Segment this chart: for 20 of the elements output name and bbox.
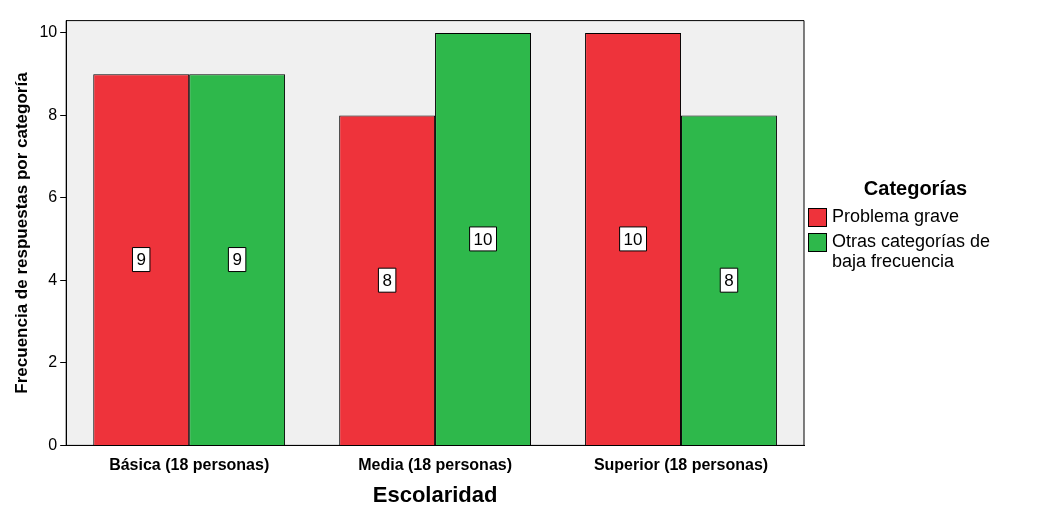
y-tick-label: 6 xyxy=(48,188,58,206)
x-tick-label: Media (18 personas) xyxy=(358,456,513,474)
y-tick-label: 8 xyxy=(48,105,58,123)
data-label: 10 xyxy=(473,229,493,249)
data-label: 10 xyxy=(623,229,643,249)
x-axis-title: Escolaridad xyxy=(372,481,498,507)
data-label: 8 xyxy=(382,270,392,290)
y-tick-label: 2 xyxy=(48,353,58,371)
y-axis-title: Frecuencia de respuestas por categoría xyxy=(11,71,31,394)
text: Problema grave xyxy=(832,205,960,226)
x-tick-label: Superior (18 personas) xyxy=(593,456,769,474)
legend-label: Otras categorías de baja frecuencia xyxy=(832,230,992,271)
data-label: 9 xyxy=(136,250,146,270)
y-tick-label: 0 xyxy=(48,435,58,453)
y-tick-label: 10 xyxy=(39,23,58,41)
x-tick-label: Básica (18 personas) xyxy=(109,456,270,474)
data-label: 9 xyxy=(232,250,242,270)
data-label: 8 xyxy=(724,270,734,290)
legend-title: Categorías xyxy=(862,176,969,200)
y-tick-label: 4 xyxy=(48,270,58,288)
